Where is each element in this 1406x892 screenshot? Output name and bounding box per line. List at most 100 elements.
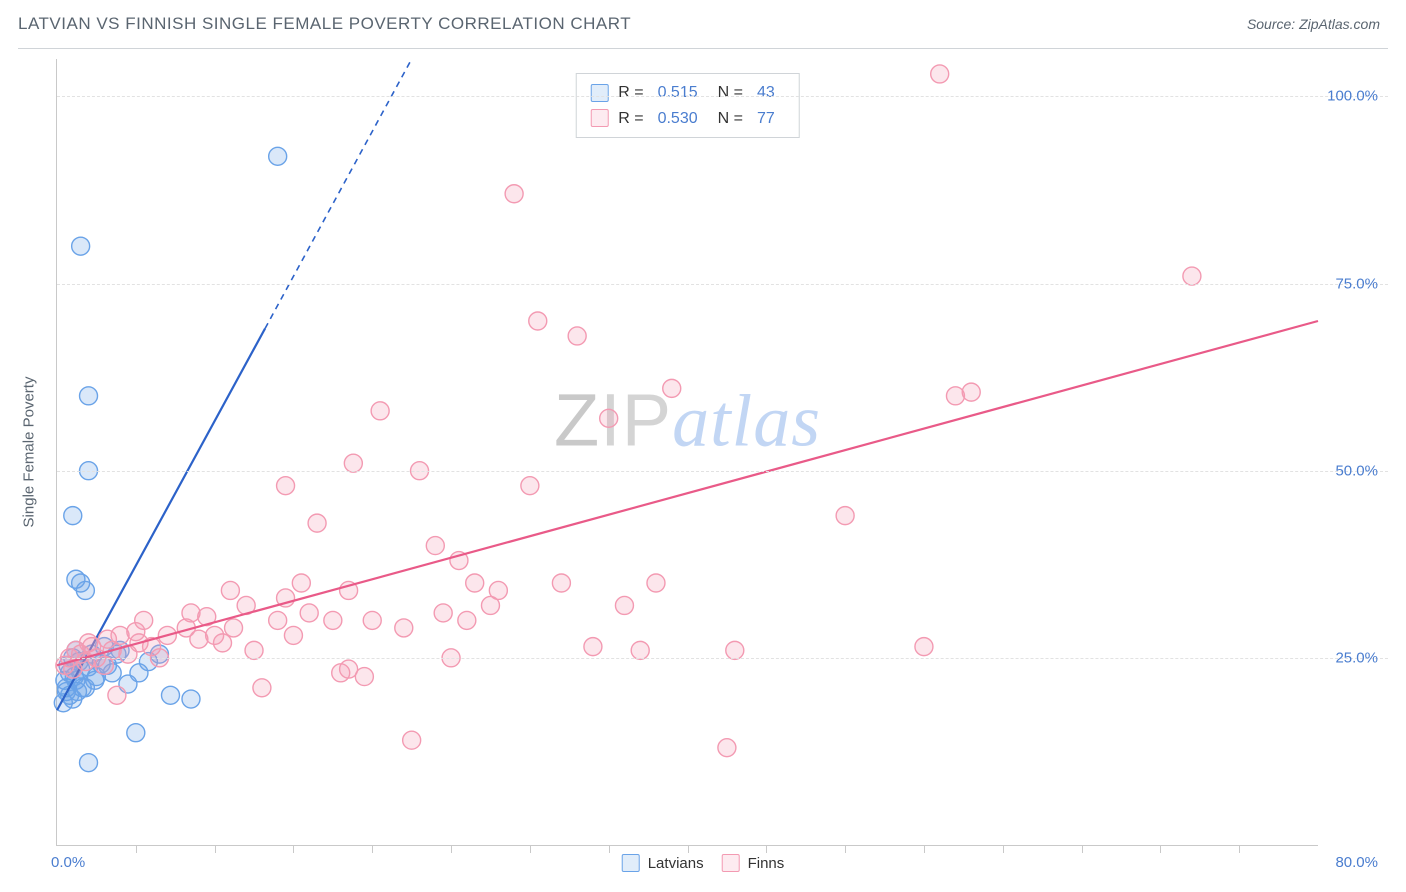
data-point-finns	[962, 383, 980, 401]
data-point-finns	[1183, 267, 1201, 285]
data-point-finns	[434, 604, 452, 622]
data-point-finns	[458, 611, 476, 629]
data-point-finns	[190, 630, 208, 648]
series-legend: Latvians Finns	[622, 854, 785, 872]
legend-item-finns: Finns	[722, 854, 785, 872]
data-point-finns	[253, 679, 271, 697]
legend-label: Latvians	[648, 855, 704, 872]
data-point-finns	[663, 379, 681, 397]
data-point-finns	[277, 477, 295, 495]
swatch-icon	[622, 854, 640, 872]
chart-area: Single Female Poverty 0.0% 80.0% ZIPatla…	[18, 48, 1388, 880]
data-point-finns	[836, 507, 854, 525]
data-point-finns	[931, 65, 949, 83]
data-point-finns	[221, 581, 239, 599]
x-axis-max-label: 80.0%	[1335, 854, 1378, 871]
data-point-finns	[403, 731, 421, 749]
data-point-latvians	[80, 754, 98, 772]
data-point-finns	[529, 312, 547, 330]
data-point-finns	[300, 604, 318, 622]
gridline-h	[57, 471, 1388, 472]
x-tick	[1003, 845, 1004, 853]
data-point-finns	[111, 626, 129, 644]
data-point-finns	[552, 574, 570, 592]
y-tick-label: 50.0%	[1335, 462, 1378, 479]
r-value: 0.515	[658, 80, 698, 106]
data-point-finns	[284, 626, 302, 644]
r-value: 0.530	[658, 106, 698, 132]
data-point-finns	[355, 668, 373, 686]
data-point-finns	[344, 454, 362, 472]
x-tick	[215, 845, 216, 853]
legend-label: Finns	[748, 855, 785, 872]
x-tick	[924, 845, 925, 853]
gridline-h	[57, 658, 1388, 659]
data-point-latvians	[182, 690, 200, 708]
data-point-finns	[292, 574, 310, 592]
scatter-plot-svg	[57, 59, 1318, 845]
data-point-latvians	[72, 237, 90, 255]
x-tick	[293, 845, 294, 853]
legend-item-latvians: Latvians	[622, 854, 704, 872]
data-point-finns	[324, 611, 342, 629]
x-tick	[136, 845, 137, 853]
data-point-latvians	[127, 724, 145, 742]
data-point-finns	[225, 619, 243, 637]
x-axis-origin-label: 0.0%	[51, 854, 85, 871]
x-tick	[372, 845, 373, 853]
data-point-finns	[489, 581, 507, 599]
swatch-icon	[590, 84, 608, 102]
data-point-finns	[363, 611, 381, 629]
trend-line-finns	[57, 321, 1318, 665]
gridline-h	[57, 284, 1388, 285]
data-point-finns	[214, 634, 232, 652]
data-point-latvians	[80, 387, 98, 405]
chart-source: Source: ZipAtlas.com	[1247, 16, 1380, 32]
x-tick	[845, 845, 846, 853]
data-point-finns	[946, 387, 964, 405]
data-point-finns	[308, 514, 326, 532]
swatch-icon	[722, 854, 740, 872]
data-point-finns	[615, 596, 633, 614]
stats-row-latvians: R =0.515N =43	[590, 80, 785, 106]
n-value: 43	[757, 80, 775, 106]
stats-row-finns: R =0.530N =77	[590, 106, 785, 132]
data-point-finns	[135, 611, 153, 629]
data-point-finns	[505, 185, 523, 203]
data-point-finns	[108, 686, 126, 704]
data-point-finns	[371, 402, 389, 420]
data-point-finns	[182, 604, 200, 622]
y-tick-label: 75.0%	[1335, 275, 1378, 292]
data-point-finns	[631, 641, 649, 659]
n-value: 77	[757, 106, 775, 132]
gridline-h	[57, 96, 1388, 97]
data-point-finns	[245, 641, 263, 659]
x-tick	[609, 845, 610, 853]
x-tick	[766, 845, 767, 853]
swatch-icon	[590, 109, 608, 127]
data-point-finns	[647, 574, 665, 592]
data-point-latvians	[269, 147, 287, 165]
y-tick-label: 25.0%	[1335, 649, 1378, 666]
data-point-finns	[568, 327, 586, 345]
chart-title: LATVIAN VS FINNISH SINGLE FEMALE POVERTY…	[18, 14, 631, 34]
data-point-latvians	[161, 686, 179, 704]
data-point-finns	[466, 574, 484, 592]
y-axis-label: Single Female Poverty	[21, 377, 38, 528]
data-point-finns	[426, 537, 444, 555]
x-tick	[530, 845, 531, 853]
data-point-finns	[269, 611, 287, 629]
data-point-finns	[600, 409, 618, 427]
stats-legend-box: R =0.515N =43R =0.530N =77	[575, 73, 800, 138]
data-point-finns	[915, 638, 933, 656]
x-tick	[1082, 845, 1083, 853]
data-point-finns	[718, 739, 736, 757]
x-tick	[1239, 845, 1240, 853]
x-tick	[451, 845, 452, 853]
data-point-finns	[584, 638, 602, 656]
trend-line-dash-latvians	[265, 59, 412, 328]
data-point-finns	[521, 477, 539, 495]
data-point-latvians	[64, 507, 82, 525]
data-point-finns	[395, 619, 413, 637]
plot-region: Single Female Poverty 0.0% 80.0% ZIPatla…	[56, 59, 1318, 846]
